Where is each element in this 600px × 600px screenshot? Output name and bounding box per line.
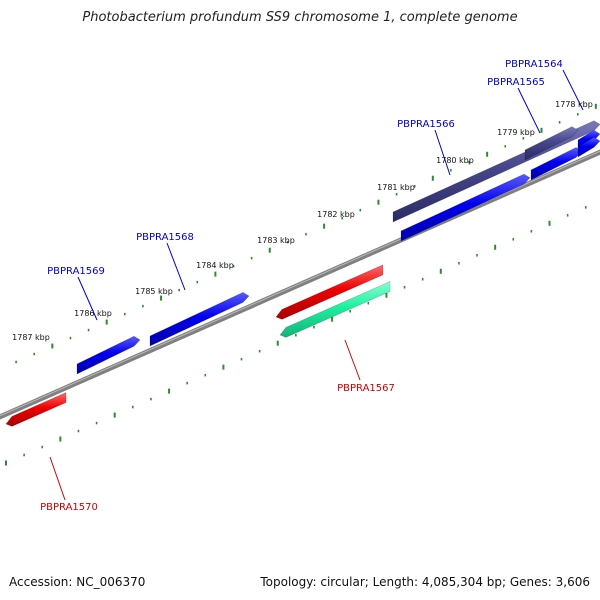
tick-label: 1784 kbp	[196, 261, 234, 270]
genome-summary-text: Topology: circular; Length: 4,085,304 bp…	[260, 575, 590, 589]
genome-map: 1778 kbp 1779 kbp 1780 kbp 1781 kbp 1782 kbp…	[0, 0, 600, 600]
gene-label-pbpra1568: PBPRA1568	[136, 232, 194, 243]
gene-pbpra1568	[150, 292, 249, 346]
leader-line-pbpra1570	[50, 457, 65, 500]
leader-line-pbpra1565	[518, 88, 540, 133]
tick-label: 1783 kbp	[257, 236, 295, 245]
accession-text: Accession: NC_006370	[9, 575, 145, 589]
leader-line-pbpra1567	[345, 340, 360, 380]
leader-line-pbpra1568	[167, 243, 185, 290]
leader-line-pbpra1566	[435, 130, 450, 175]
lower-tick-row	[6, 197, 600, 466]
tick-label: 1778 kbp	[555, 100, 593, 109]
gene-label-pbpra1565: PBPRA1565	[487, 77, 545, 88]
gene-label-pbpra1569: PBPRA1569	[47, 266, 105, 277]
tick-label: 1787 kbp	[12, 333, 50, 342]
gene-label-pbpra1570: PBPRA1570	[40, 502, 98, 513]
gene-label-pbpra1566: PBPRA1566	[397, 119, 455, 130]
tick-label: 1782 kbp	[317, 210, 355, 219]
gene-label-pbpra1564: PBPRA1564	[505, 59, 563, 70]
tick-label: 1785 kbp	[135, 287, 173, 296]
tick-label: 1779 kbp	[497, 128, 535, 137]
tick-label: 1780 kbp	[436, 156, 474, 165]
gene-label-pbpra1567: PBPRA1567	[337, 383, 395, 394]
tick-label: 1781 kbp	[377, 183, 415, 192]
